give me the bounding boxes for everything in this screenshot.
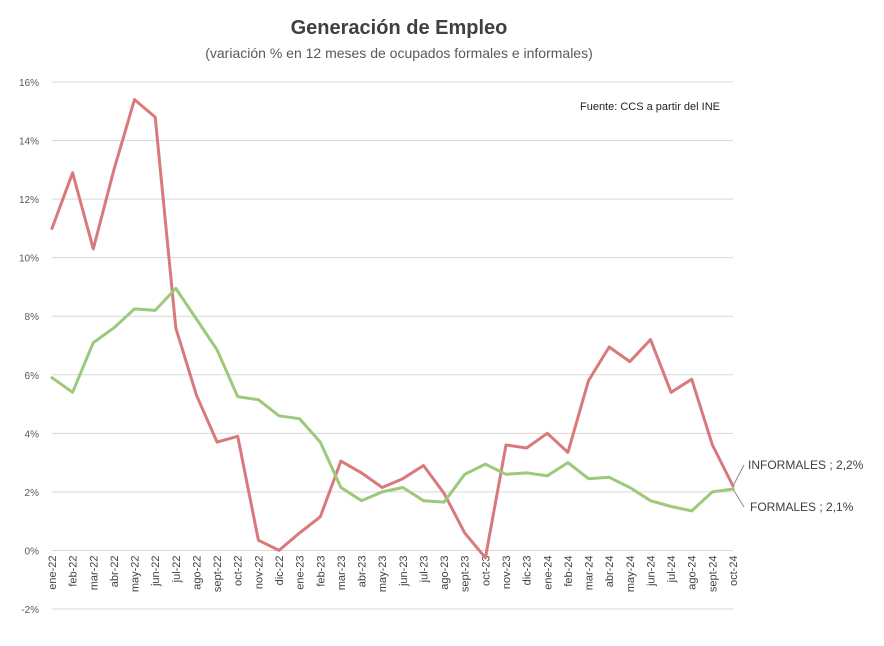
x-tick-label: oct-24	[728, 555, 740, 586]
x-tick-label: mar-23	[336, 555, 348, 590]
x-tick-label: jul-24	[666, 555, 678, 583]
x-tick-label: feb-23	[315, 555, 327, 586]
x-tick-label: ene-23	[295, 555, 307, 589]
x-tick-label: dic-23	[522, 555, 534, 585]
gridlines	[52, 81, 733, 610]
y-tick-label: -2%	[21, 605, 39, 616]
series-lines	[50, 98, 735, 560]
x-tick-label: ene-24	[542, 555, 554, 589]
y-tick-label: 2%	[25, 488, 40, 499]
x-tick-label: abr-22	[109, 555, 121, 587]
x-tick-label: may-23	[377, 555, 389, 592]
source-note: Fuente: CCS a partir del INE	[580, 101, 720, 113]
x-tick-label: feb-22	[68, 555, 80, 586]
chart-subtitle: (variación % en 12 meses de ocupados for…	[205, 45, 593, 61]
x-axis-ticks: ene-22 feb-22 mar-22 abr-22 may-22 jun-22 jul-…	[47, 555, 740, 592]
x-tick-label: mar-24	[584, 555, 596, 590]
y-tick-label: 6%	[25, 371, 40, 382]
series-end-labels: INFORMALES ; 2,2% FORMALES ; 2,1%	[732, 458, 864, 514]
y-tick-label: 16%	[19, 78, 39, 89]
x-tick-label: nov-23	[501, 555, 513, 589]
x-tick-label: jun-24	[645, 555, 657, 587]
x-tick-label: jun-22	[150, 555, 162, 587]
x-tick-label: abr-24	[604, 555, 616, 587]
end-label-informales: INFORMALES ; 2,2%	[748, 458, 864, 472]
leader-line-informales	[732, 464, 745, 487]
y-axis-ticks: -2% 0% 2% 4% 6% 8% 10% 12% 14% 16%	[19, 78, 39, 616]
x-tick-label: nov-22	[253, 555, 265, 589]
x-tick-label: abr-23	[357, 555, 369, 587]
x-tick-label: feb-24	[563, 555, 575, 586]
x-tick-label: dic-22	[274, 555, 286, 585]
y-tick-label: 0%	[25, 546, 40, 557]
x-tick-label: mar-22	[88, 555, 100, 590]
y-tick-label: 4%	[25, 429, 40, 440]
y-tick-label: 12%	[19, 195, 39, 206]
chart-title: Generación de Empleo	[291, 17, 508, 39]
series-line-formales	[50, 286, 735, 513]
leader-line-formales	[732, 488, 745, 508]
x-tick-label: jul-23	[418, 555, 430, 583]
x-tick-label: jul-22	[171, 555, 183, 583]
end-label-formales: FORMALES ; 2,1%	[750, 500, 854, 514]
x-tick-label: ago-24	[687, 555, 699, 589]
x-tick-label: may-24	[625, 555, 637, 592]
x-tick-label: sept-24	[707, 555, 719, 592]
x-tick-label: oct-23	[480, 555, 492, 586]
x-tick-label: sept-22	[212, 555, 224, 592]
y-tick-label: 10%	[19, 254, 39, 265]
x-tick-label: jun-23	[398, 555, 410, 587]
x-tick-label: ene-22	[47, 555, 59, 589]
series-line-informales	[50, 98, 735, 560]
x-tick-label: ago-23	[439, 555, 451, 589]
y-tick-label: 8%	[25, 312, 40, 323]
y-tick-label: 14%	[19, 137, 39, 148]
x-tick-label: ago-22	[191, 555, 203, 589]
x-tick-label: sept-23	[460, 555, 472, 592]
x-tick-label: oct-22	[233, 555, 245, 586]
x-tick-label: may-22	[130, 555, 142, 592]
